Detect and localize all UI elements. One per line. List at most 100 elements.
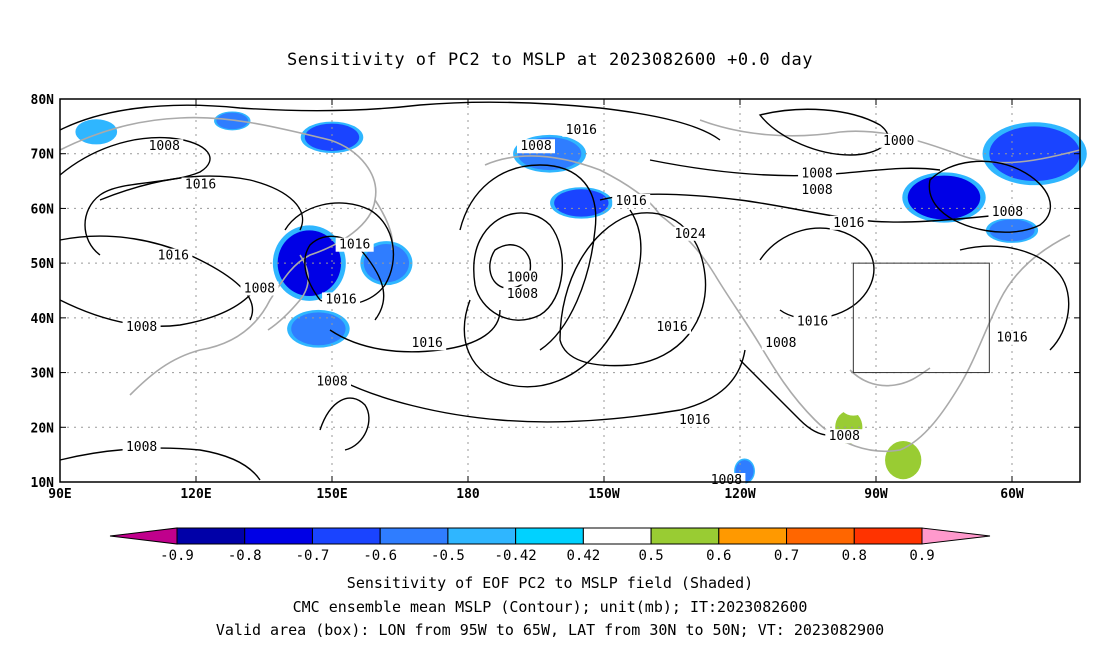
contour-label-bg-11	[671, 226, 710, 241]
y-tick-label-6: 20N	[31, 421, 55, 436]
valid-area-box	[852, 262, 990, 374]
colorbar-label-9: 0.7	[774, 548, 799, 564]
colorbar-segment-4	[447, 527, 517, 545]
contour-label-bg-21	[408, 336, 447, 351]
contour-label-24: 1016	[679, 413, 710, 428]
y-tick-label-4: 40N	[31, 312, 55, 327]
x-tick-label-0: 90E	[48, 487, 71, 502]
x-tick-label-6: 90W	[864, 487, 888, 502]
contour-label-13: 1000	[507, 271, 538, 286]
contour-label-1: 1008	[520, 139, 551, 154]
contour-label-bg-3	[879, 133, 918, 148]
colorbar-segment-6	[582, 527, 652, 545]
colorbar-label-5: -0.42	[495, 548, 537, 564]
shaded-region-7	[554, 189, 609, 217]
contour-label-7: 1016	[616, 194, 647, 209]
colorbar-segment-0	[176, 527, 246, 545]
contour-ridge-a	[459, 164, 597, 351]
contour-1008-sw	[59, 447, 261, 481]
contour-label-14: 1008	[507, 287, 538, 302]
contour-label-23: 1008	[316, 375, 347, 390]
contour-label-bg-22	[993, 330, 1031, 345]
contour-label-bg-12	[154, 248, 193, 263]
x-tick-label-7: 60W	[1000, 487, 1024, 502]
contour-1016-atlantic	[959, 245, 1070, 351]
contour-label-bg-26	[122, 440, 161, 455]
x-tick-label-2: 150E	[316, 487, 347, 502]
contour-label-19: 1016	[797, 314, 828, 329]
colorbar-label-11: 0.9	[909, 548, 934, 564]
contour-1016-west-mid	[59, 235, 254, 321]
contour-label-bg-4	[181, 177, 220, 192]
contour-label-bg-17	[122, 319, 161, 334]
colorbar-label-7: 0.5	[638, 548, 663, 564]
colorbar: -0.9 -0.8 -0.7 -0.6 -0.5 -0.42 0.42 0.5 0.6 0.7 0.…	[109, 527, 991, 564]
colorbar-label-1: -0.8	[228, 548, 262, 564]
contour-label-bg-25	[825, 429, 864, 444]
contour-label-bg-19	[793, 314, 832, 329]
x-tick-label-4: 150W	[588, 487, 619, 502]
shaded-region-10	[989, 219, 1035, 242]
coastline-gulf	[849, 367, 931, 387]
contour-1008-low	[473, 212, 563, 321]
colorbar-segment-2	[311, 527, 381, 545]
contour-label-25: 1008	[829, 429, 860, 444]
contour-1016-ne-pac	[599, 193, 1001, 223]
contour-1016-north	[99, 175, 304, 231]
shaded-region-4	[363, 243, 410, 283]
colorbar-label-8: 0.6	[706, 548, 731, 564]
contour-label-bg-23	[313, 374, 351, 389]
colorbar-segment-5	[515, 527, 584, 545]
colorbar-label-4: -0.5	[431, 548, 465, 564]
contour-1008-south-pac	[319, 397, 370, 451]
caption-contour: CMC ensemble mean MSLP (Contour); unit(m…	[292, 598, 808, 616]
colorbar-segment-10	[853, 527, 923, 545]
shaded-region-5	[291, 312, 346, 346]
y-tick-label-5: 30N	[31, 367, 55, 382]
contour-label-bg-8	[988, 204, 1027, 219]
colorbar-max-triangle	[921, 527, 991, 545]
chart-title: Sensitivity of PC2 to MSLP at 2023082600…	[286, 50, 813, 70]
contour-label-bg-24	[675, 412, 714, 427]
contour-label-22: 1016	[996, 331, 1027, 346]
colorbar-min-triangle	[109, 527, 178, 545]
contour-label-10: 1016	[339, 238, 370, 253]
contour-label-16: 1016	[325, 292, 356, 307]
contour-1008-west-low	[59, 294, 251, 327]
colorbar-segment-7	[650, 527, 720, 545]
y-tick-label-7: 10N	[31, 476, 55, 491]
x-tick-label-1: 120E	[180, 487, 211, 502]
coastline-north-america	[714, 234, 1071, 452]
y-tick-label-0: 80N	[31, 93, 55, 108]
x-tick-label-3: 180	[456, 487, 480, 502]
shaded-region-1	[216, 112, 249, 130]
shaded-region-8	[907, 175, 981, 220]
contour-label-bg-13	[503, 270, 542, 285]
contour-label-bg-9	[829, 215, 868, 230]
contour-1016-central	[339, 349, 746, 423]
contour-label-3: 1000	[883, 134, 914, 149]
colorbar-label-0: -0.9	[160, 548, 194, 564]
contour-label-20: 1008	[765, 336, 796, 351]
contour-1008-west	[59, 136, 211, 256]
colorbar-segment-9	[786, 527, 855, 545]
contour-label-18: 1016	[656, 320, 687, 335]
y-axis-ticks: 80N 70N 60N 50N 40N 30N 20N 10N	[31, 93, 1080, 491]
contour-label-11: 1024	[674, 227, 705, 242]
grid-lines	[60, 99, 1080, 482]
caption-valid-area: Valid area (box): LON from 95W to 65W, L…	[215, 621, 885, 639]
contour-label-26: 1008	[126, 440, 157, 455]
caption-shaded: Sensitivity of EOF PC2 to MSLP field (Sh…	[346, 574, 754, 592]
contour-label-bg-7	[612, 193, 651, 208]
contour-label-21: 1016	[412, 336, 443, 351]
colorbar-segment-3	[379, 527, 449, 545]
contour-label-bg-14	[503, 286, 542, 301]
contour-label-8: 1008	[992, 205, 1023, 220]
contour-label-5: 1008	[801, 167, 832, 182]
y-tick-label-3: 50N	[31, 257, 55, 272]
contour-ridge-b	[463, 209, 642, 388]
colorbar-segment-8	[718, 527, 788, 545]
contour-label-12: 1016	[158, 249, 189, 264]
